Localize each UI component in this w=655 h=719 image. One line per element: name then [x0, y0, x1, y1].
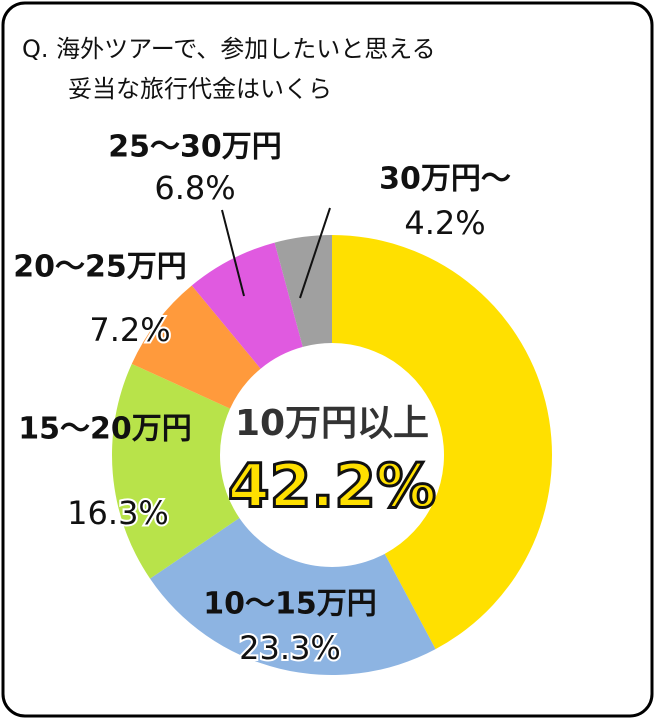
- leader-line: [299, 207, 331, 299]
- chart-title: Q. 海外ツアーで、参加したいと思える: [22, 35, 436, 63]
- category-label: 30万円～: [379, 162, 511, 197]
- donut-slice: [191, 242, 303, 369]
- category-label: 20～25万円: [13, 250, 187, 285]
- category-label: 10～15万円: [203, 587, 377, 622]
- value-label: 4.2%: [404, 204, 485, 242]
- donut-slice: [112, 363, 240, 579]
- value-label: 16.3%: [67, 494, 169, 532]
- donut-slice: [131, 285, 261, 409]
- value-label: 6.8%: [154, 169, 235, 207]
- center-label: 10万円以上: [235, 403, 429, 444]
- donut-slice: [332, 235, 552, 650]
- value-label: 23.3%: [239, 629, 341, 667]
- donut-slice: [150, 517, 436, 676]
- value-label: 7.2%: [89, 311, 170, 349]
- leader-line: [221, 209, 245, 297]
- center-value: 42.2%: [228, 452, 436, 522]
- category-label: 15～20万円: [18, 412, 192, 447]
- chart-title: 妥当な旅行代金はいくら: [68, 75, 332, 103]
- category-label: 25～30万円: [108, 130, 282, 165]
